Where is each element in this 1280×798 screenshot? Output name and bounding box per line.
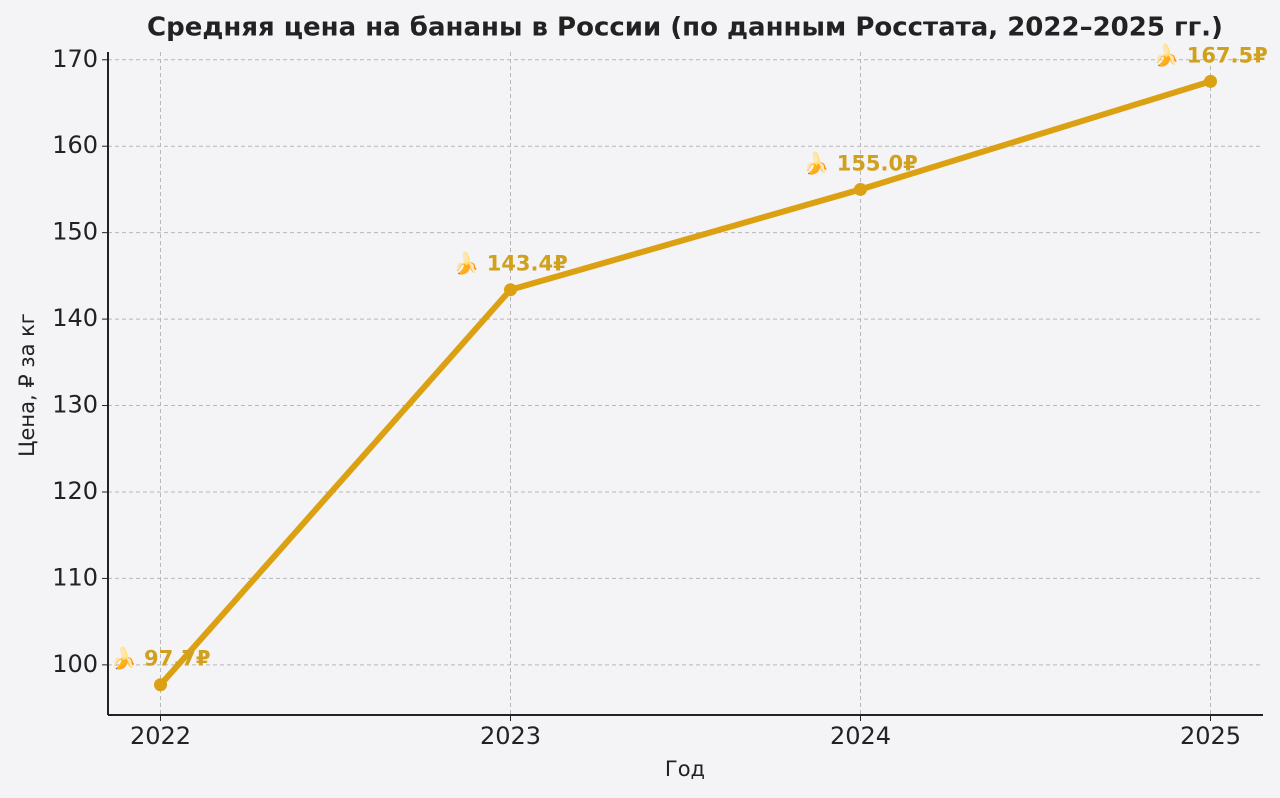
x-tick-label: 2025 (1180, 722, 1241, 750)
x-tick-label: 2023 (480, 722, 541, 750)
y-tick-label: 140 (52, 304, 98, 332)
chart-title: Средняя цена на бананы в России (по данн… (147, 13, 1223, 43)
y-tick-label: 120 (52, 477, 98, 505)
data-label: 🍌 143.4₽ (453, 251, 568, 276)
data-line (158, 78, 1212, 687)
data-label: 🍌 155.0₽ (803, 150, 918, 175)
data-label: 🍌 167.5₽ (1153, 42, 1268, 67)
y-tick-label: 100 (52, 650, 98, 678)
data-point (154, 678, 167, 692)
data-point (1204, 74, 1217, 88)
y-axis-label: Цена, ₽ за кг (15, 313, 39, 457)
data-point (854, 182, 867, 196)
x-tick-label: 2024 (830, 722, 891, 750)
y-tick-label: 150 (52, 218, 98, 246)
y-tick-label: 160 (52, 131, 98, 159)
y-tick-label: 130 (52, 391, 98, 419)
y-tick-label: 170 (52, 45, 98, 73)
data-point (504, 283, 517, 297)
x-axis-label: Год (665, 757, 705, 781)
x-tick-label: 2022 (130, 722, 191, 750)
y-tick-label: 110 (52, 563, 98, 591)
data-label: 🍌 97.7₽ (111, 646, 211, 671)
